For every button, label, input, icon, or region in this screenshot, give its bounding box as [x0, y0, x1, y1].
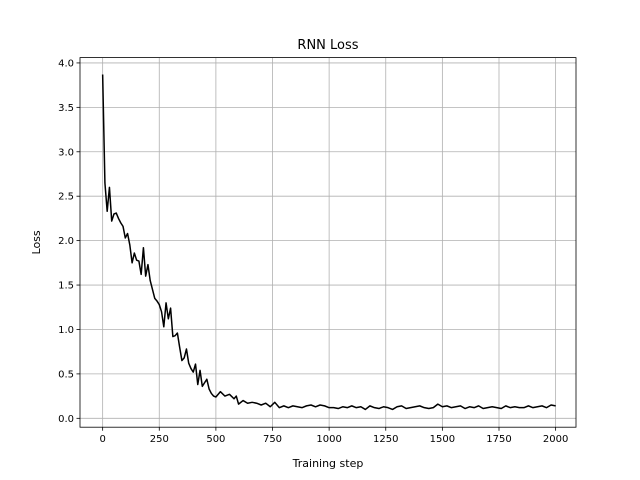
x-tick-label: 1750 [486, 434, 511, 445]
grid [80, 57, 576, 428]
x-tick-label: 1000 [316, 434, 341, 445]
y-tick-label: 0.0 [58, 414, 74, 425]
y-tick-label: 1.0 [58, 325, 74, 336]
ticks: 0 250 500 750 1000 1250 1500 1750 2000 0.0 0.5 1.0 1… [58, 58, 568, 445]
y-tick-label: 3.0 [58, 147, 74, 158]
loss-line [101, 74, 556, 411]
chart-title: RNN Loss [297, 38, 358, 53]
y-tick-label: 0.5 [58, 369, 74, 380]
x-tick-label: 750 [263, 434, 282, 445]
y-tick-label: 2.5 [58, 192, 74, 203]
series-layer [101, 74, 556, 411]
x-tick-label: 500 [206, 434, 225, 445]
y-axis-title: Loss [30, 230, 43, 254]
x-tick-label: 250 [150, 434, 169, 445]
x-axis-title: Training step [292, 457, 364, 470]
y-tick-label: 2.0 [58, 236, 74, 247]
x-tick-label: 1500 [430, 434, 455, 445]
y-tick-label: 3.5 [58, 103, 74, 114]
x-tick-label: 0 [99, 434, 105, 445]
plot-frame [79, 57, 577, 428]
y-tick-label: 1.5 [58, 281, 74, 292]
x-tick-label: 1250 [373, 434, 398, 445]
y-tick-label: 4.0 [58, 58, 74, 69]
x-tick-label: 2000 [543, 434, 568, 445]
